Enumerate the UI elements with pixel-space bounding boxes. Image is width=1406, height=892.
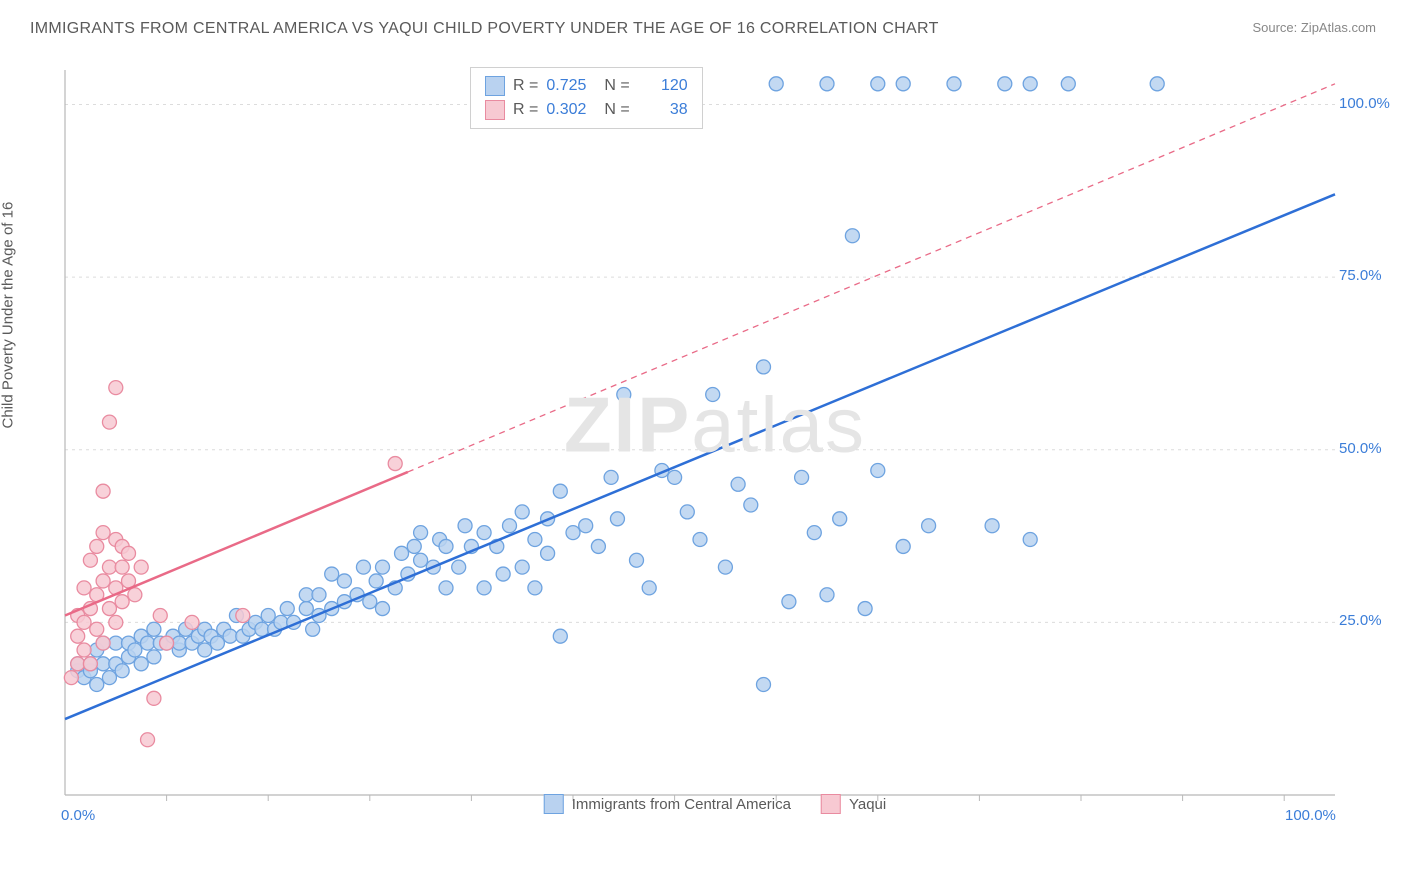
x-tick-label: 100.0% [1285, 807, 1336, 824]
chart-header: IMMIGRANTS FROM CENTRAL AMERICA VS YAQUI… [0, 0, 1406, 48]
stat-row: R =0.725N =120 [485, 74, 688, 98]
legend-swatch [821, 794, 841, 814]
legend: Immigrants from Central America Yaqui [544, 794, 887, 814]
y-tick-label: 75.0% [1339, 267, 1382, 284]
chart-title: IMMIGRANTS FROM CENTRAL AMERICA VS YAQUI… [30, 20, 939, 38]
chart-area: ZIPatlas R =0.725N =120R =0.302N =38 Imm… [55, 60, 1375, 820]
scatter-plot [55, 60, 1375, 820]
series-swatch [485, 100, 505, 120]
y-axis-label: Child Poverty Under the Age of 16 [0, 202, 17, 429]
y-tick-label: 25.0% [1339, 612, 1382, 629]
source-attribution: Source: ZipAtlas.com [1252, 20, 1376, 35]
stat-row: R =0.302N =38 [485, 98, 688, 122]
x-tick-label: 0.0% [61, 807, 95, 824]
legend-label: Yaqui [849, 796, 886, 813]
y-tick-label: 50.0% [1339, 440, 1382, 457]
correlation-stats-box: R =0.725N =120R =0.302N =38 [470, 67, 703, 129]
series-swatch [485, 76, 505, 96]
y-tick-label: 100.0% [1339, 95, 1390, 112]
legend-item: Immigrants from Central America [544, 794, 791, 814]
legend-item: Yaqui [821, 794, 886, 814]
legend-label: Immigrants from Central America [572, 796, 791, 813]
legend-swatch [544, 794, 564, 814]
